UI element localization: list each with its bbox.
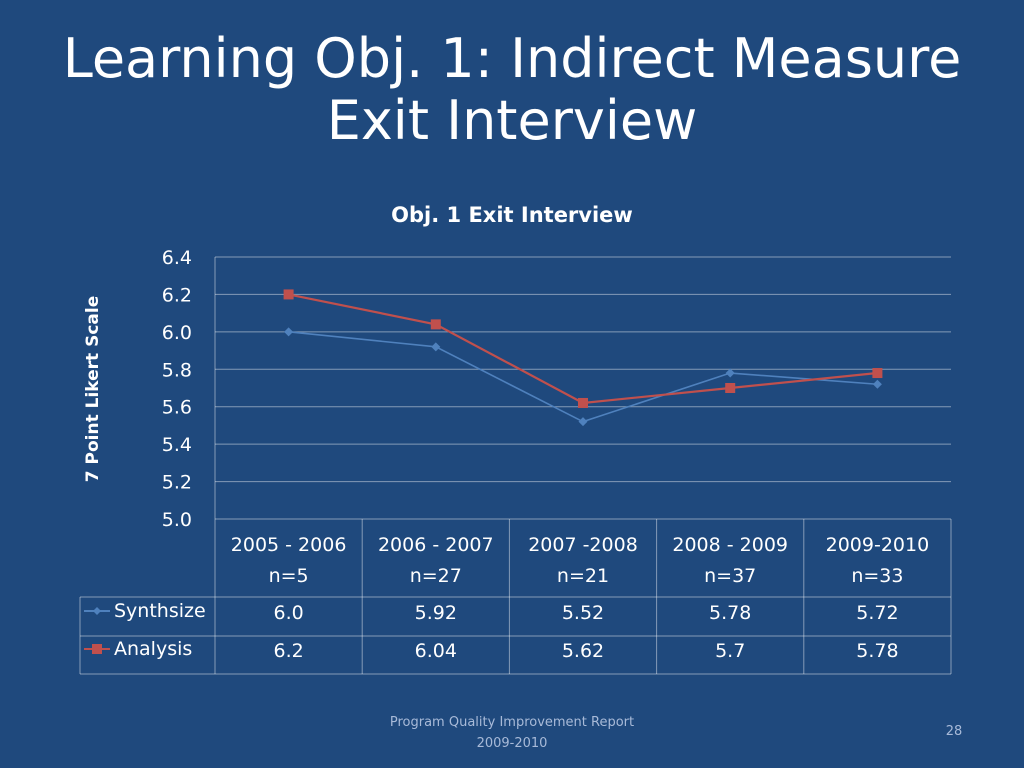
- x-tick-label: 2008 - 2009: [672, 534, 788, 556]
- series-line: [288, 331, 878, 423]
- y-tick-label: 5.4: [162, 434, 192, 456]
- footer-line-1: Program Quality Improvement Report: [389, 715, 635, 730]
- x-tick-sample-size: n=33: [851, 565, 903, 587]
- data-point: [431, 342, 441, 352]
- y-axis-title: 7 Point Likert Scale: [83, 296, 103, 482]
- legend-marker: [93, 607, 101, 615]
- y-tick-label: 5.0: [162, 509, 192, 531]
- legend-label: Analysis: [114, 638, 192, 660]
- gridlines: [214, 256, 951, 519]
- data-table-value: 6.2: [273, 640, 303, 662]
- y-tick-label: 5.6: [162, 397, 192, 419]
- y-tick-label: 5.2: [162, 472, 192, 494]
- x-tick-sample-size: n=27: [410, 565, 462, 587]
- y-tick-label: 6.0: [162, 322, 192, 344]
- data-point: [578, 417, 588, 427]
- data-table-value: 5.7: [715, 640, 745, 662]
- x-tick-sample-size: n=37: [704, 565, 756, 587]
- data-table-value: 6.04: [415, 640, 457, 662]
- data-table-value: 5.92: [415, 602, 457, 624]
- x-tick-label: 2007 -2008: [528, 534, 638, 556]
- y-tick-label: 5.8: [162, 359, 192, 381]
- data-point: [283, 289, 294, 300]
- data-point: [578, 397, 588, 408]
- legend-label: Synthsize: [114, 600, 206, 622]
- y-axis-ticks: 5.0 5.2 5.4 5.6 5.8 6.0 6.2 6.4: [162, 247, 192, 531]
- legend-marker: [92, 644, 102, 654]
- chart-title: Obj. 1 Exit Interview: [391, 203, 633, 227]
- x-tick-label: 2006 - 2007: [378, 534, 494, 556]
- data-point: [284, 327, 294, 337]
- slide-title-line-1: Learning Obj. 1: Indirect Measure: [62, 27, 962, 90]
- data-point: [872, 379, 882, 389]
- data-point: [430, 319, 441, 330]
- x-tick-label: 2005 - 2006: [231, 534, 347, 556]
- footer-line-2: 2009-2010: [476, 736, 548, 751]
- slide-title: Learning Obj. 1: Indirect Measure Exit I…: [0, 28, 1024, 152]
- data-point: [725, 368, 735, 378]
- data-table: 2005 - 2006 n=5 2006 - 2007 n=27 2007 -2008 n…: [79, 518, 952, 675]
- slide-footer: Program Quality Improvement Report 2009-…: [360, 712, 664, 754]
- data-table-value: 5.78: [856, 640, 898, 662]
- data-point: [725, 383, 736, 393]
- x-tick-label: 2009-2010: [826, 534, 930, 556]
- y-tick-label: 6.2: [162, 284, 192, 306]
- series-line: [288, 293, 878, 405]
- series-lines: [283, 289, 883, 427]
- data-table-value: 5.72: [856, 602, 898, 624]
- data-table-value: 5.78: [709, 602, 751, 624]
- data-table-value: 5.52: [562, 602, 604, 624]
- data-table-value: 5.62: [562, 640, 604, 662]
- y-tick-label: 6.4: [162, 247, 192, 269]
- x-tick-sample-size: n=21: [557, 565, 609, 587]
- slide-number: 28: [945, 724, 963, 739]
- x-tick-sample-size: n=5: [269, 565, 309, 587]
- slide-title-line-2: Exit Interview: [326, 89, 698, 152]
- data-point: [872, 368, 883, 379]
- data-table-value: 6.0: [273, 602, 303, 624]
